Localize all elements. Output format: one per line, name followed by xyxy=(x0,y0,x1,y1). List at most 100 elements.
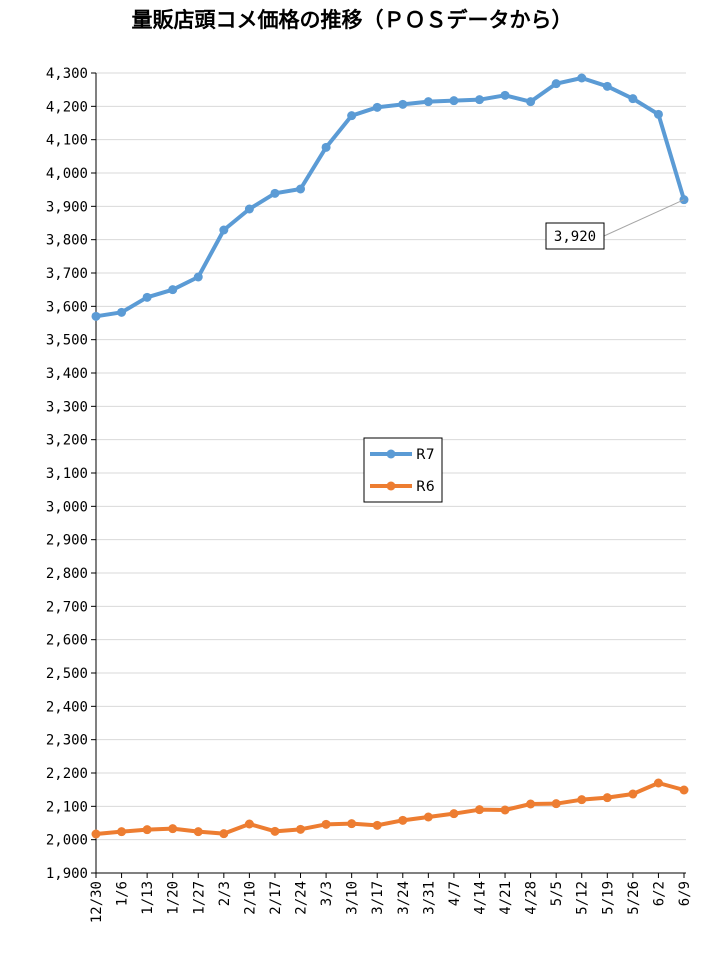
data-point xyxy=(526,799,536,809)
data-point xyxy=(91,311,101,321)
x-tick-label: 4/21 xyxy=(498,881,514,915)
x-tick-label: 4/28 xyxy=(524,881,540,915)
data-point xyxy=(449,96,459,106)
data-point xyxy=(398,99,408,109)
y-tick-label: 4,200 xyxy=(46,99,88,115)
data-point xyxy=(168,824,178,834)
x-tick-label: 1/6 xyxy=(115,881,131,906)
callout-leader xyxy=(603,199,685,237)
y-tick-label: 2,400 xyxy=(46,699,88,715)
y-tick-label: 2,000 xyxy=(46,833,88,849)
y-tick-label: 2,200 xyxy=(46,766,88,782)
x-tick-label: 1/20 xyxy=(166,881,182,915)
y-tick-label: 1,900 xyxy=(46,866,88,882)
data-point xyxy=(602,81,612,91)
data-point xyxy=(219,829,229,839)
data-point xyxy=(193,827,203,837)
data-point xyxy=(602,793,612,803)
data-point xyxy=(551,799,561,809)
data-point xyxy=(500,90,510,100)
y-tick-label: 3,100 xyxy=(46,466,88,482)
data-point xyxy=(449,809,459,819)
data-point xyxy=(628,789,638,799)
y-tick-label: 3,900 xyxy=(46,199,88,215)
data-point xyxy=(244,819,254,829)
data-point xyxy=(270,188,280,198)
legend-item-r7: R7 xyxy=(370,447,435,463)
x-tick-label: 3/3 xyxy=(319,881,335,906)
data-point xyxy=(628,94,638,104)
y-tick-label: 3,700 xyxy=(46,266,88,282)
data-point xyxy=(296,824,306,834)
x-tick-label: 2/24 xyxy=(294,881,310,915)
x-tick-label: 3/24 xyxy=(396,881,412,915)
y-tick-label: 3,200 xyxy=(46,433,88,449)
data-point xyxy=(526,97,536,107)
data-point xyxy=(679,785,689,795)
data-point xyxy=(653,778,663,788)
data-point xyxy=(270,826,280,836)
x-tick-label: 5/26 xyxy=(626,881,642,915)
y-tick-label: 4,000 xyxy=(46,166,88,182)
y-tick-label: 2,800 xyxy=(46,566,88,582)
y-tick-label: 2,100 xyxy=(46,799,88,815)
data-point xyxy=(117,307,127,317)
data-point xyxy=(577,73,587,83)
series-line-r6 xyxy=(95,781,685,836)
legend-label: R7 xyxy=(416,447,435,463)
x-tick-label: 5/12 xyxy=(575,881,591,915)
legend-label: R6 xyxy=(416,479,435,495)
series-r7 xyxy=(91,73,689,321)
y-tick-label: 3,600 xyxy=(46,299,88,315)
x-tick-label: 4/7 xyxy=(447,881,463,906)
legend-item-r6: R6 xyxy=(370,479,435,495)
data-point xyxy=(321,819,331,829)
axes xyxy=(95,73,686,874)
legend-box xyxy=(363,437,443,503)
series-r6 xyxy=(91,778,689,839)
x-tick-label: 5/5 xyxy=(549,881,565,906)
y-tick-label: 3,300 xyxy=(46,399,88,415)
data-point xyxy=(219,225,229,235)
data-point xyxy=(551,79,561,89)
y-tick-label: 2,900 xyxy=(46,533,88,549)
y-tick-label: 3,400 xyxy=(46,366,88,382)
data-point xyxy=(474,95,484,105)
callout-box xyxy=(545,222,605,250)
data-point xyxy=(168,285,178,295)
data-label: 3,920 xyxy=(554,229,596,245)
y-tick-label: 3,000 xyxy=(46,499,88,515)
y-tick-label: 4,100 xyxy=(46,133,88,149)
y-tick-label: 4,300 xyxy=(46,66,88,82)
legend: R7 R6 xyxy=(363,437,443,503)
y-tick-label: 3,500 xyxy=(46,333,88,349)
data-point xyxy=(500,805,510,815)
data-point xyxy=(577,795,587,805)
y-tick-label: 2,300 xyxy=(46,733,88,749)
x-tick-label: 3/17 xyxy=(370,881,386,915)
data-point xyxy=(321,142,331,152)
x-tick-label: 2/17 xyxy=(268,881,284,915)
data-point xyxy=(117,827,127,837)
series-group xyxy=(91,73,689,839)
data-point xyxy=(296,184,306,194)
x-tick-label: 1/13 xyxy=(140,881,156,915)
data-point xyxy=(347,111,357,121)
data-point xyxy=(193,272,203,282)
data-point xyxy=(423,812,433,822)
x-tick-label: 2/3 xyxy=(217,881,233,906)
legend-swatch-marker xyxy=(386,449,396,459)
x-tick-label: 3/31 xyxy=(421,881,437,915)
annotations: 3,920 xyxy=(545,199,685,250)
x-tick-label: 4/14 xyxy=(472,881,488,915)
x-tick-label: 12/30 xyxy=(89,881,105,923)
x-axis-ticks: 12/30 1/6 1/13 1/20 1/27 2/3 2/10 2/17 2/24 3/3 3/… xyxy=(89,873,693,923)
x-tick-label: 5/19 xyxy=(600,881,616,915)
y-tick-label: 2,700 xyxy=(46,599,88,615)
y-tick-label: 2,500 xyxy=(46,666,88,682)
x-tick-label: 3/10 xyxy=(345,881,361,915)
series-line-r7 xyxy=(95,76,686,319)
y-tick-label: 2,600 xyxy=(46,633,88,649)
x-tick-label: 6/2 xyxy=(651,881,667,906)
